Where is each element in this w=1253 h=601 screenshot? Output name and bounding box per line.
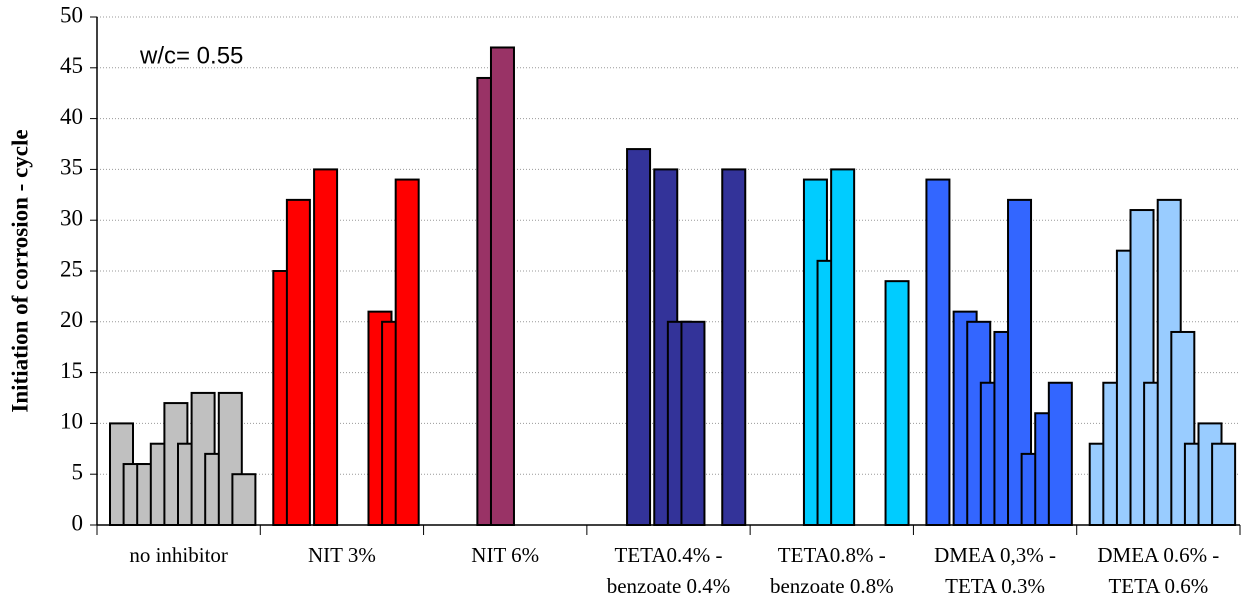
- y-tick-label: 15: [60, 358, 83, 383]
- y-tick-label: 30: [60, 205, 83, 230]
- x-tick-label: no inhibitor: [129, 543, 228, 567]
- x-tick-label: TETA0.4% -benzoate 0.4%: [607, 543, 731, 598]
- y-tick-label: 45: [60, 53, 83, 78]
- x-tick-label: NIT 3%: [308, 543, 376, 567]
- x-tick-label: DMEA 0.6% -TETA 0.6%: [1097, 543, 1219, 598]
- bar: [626, 148, 652, 527]
- bar: [313, 168, 339, 526]
- y-tick-label: 50: [60, 2, 83, 27]
- bar: [1211, 442, 1237, 526]
- bar: [489, 46, 515, 526]
- y-tick-label: 0: [72, 510, 84, 535]
- y-tick-label: 35: [60, 155, 83, 180]
- bar: [394, 178, 420, 526]
- bar: [285, 198, 311, 526]
- y-tick-label: 10: [60, 409, 83, 434]
- bar: [884, 280, 910, 526]
- x-tick-label: DMEA 0,3% -TETA 0.3%: [934, 543, 1056, 598]
- y-tick-label: 25: [60, 256, 83, 281]
- x-tick-label: NIT 6%: [471, 543, 539, 567]
- bar: [721, 168, 747, 526]
- y-tick-label: 5: [72, 459, 84, 484]
- bar: [680, 320, 706, 526]
- y-tick-label: 40: [60, 104, 83, 129]
- bar: [1047, 381, 1073, 527]
- x-tick-label: TETA0.8% -benzoate 0.8%: [770, 543, 894, 598]
- bar: [925, 178, 951, 526]
- bar: [830, 168, 856, 526]
- y-axis-label: Initiation of corrosion - cycle: [7, 129, 32, 412]
- bar: [231, 473, 257, 527]
- annotation: w/c= 0.55: [139, 42, 243, 69]
- y-tick-label: 20: [60, 307, 83, 332]
